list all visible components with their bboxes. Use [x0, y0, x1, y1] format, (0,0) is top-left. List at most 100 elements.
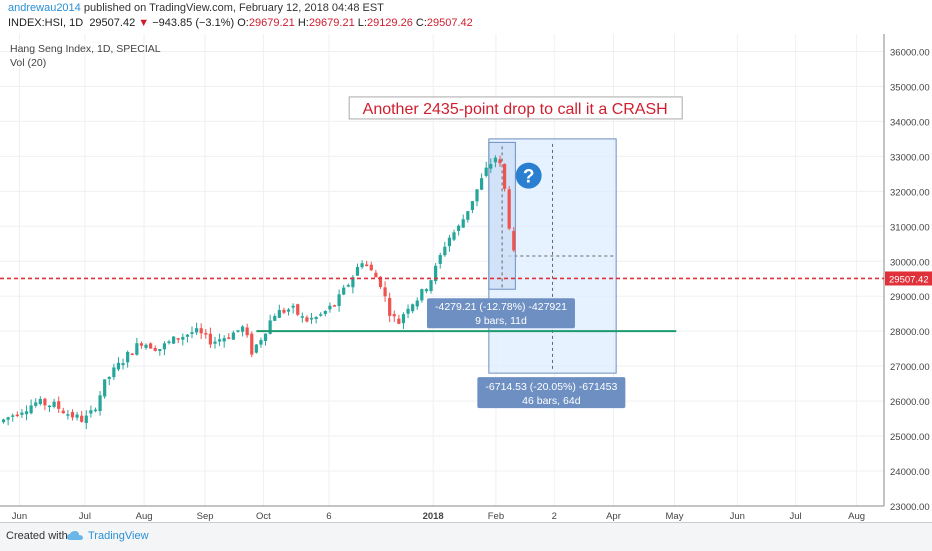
y-tick-label: 31000.00	[890, 222, 930, 233]
y-tick-label: 29000.00	[890, 292, 930, 303]
candle-body	[236, 330, 240, 332]
x-tick-label: 2	[552, 511, 557, 522]
y-tick-label: 27000.00	[890, 362, 930, 373]
high-value: 29679.21	[308, 17, 355, 29]
y-tick-label: 26000.00	[890, 397, 930, 408]
candle-body	[144, 344, 148, 348]
author-link[interactable]: andrewau2014	[8, 2, 81, 14]
candle-body	[457, 225, 461, 231]
tradingview-cloud-icon	[67, 531, 83, 540]
last-price-tag	[885, 271, 932, 286]
candle-body	[415, 300, 419, 307]
candle-body	[231, 332, 235, 340]
open-label: O:	[237, 17, 249, 29]
candle-body	[406, 308, 410, 314]
candle-body	[286, 309, 291, 312]
candle-body	[250, 333, 254, 355]
y-tick-label: 34000.00	[890, 117, 930, 128]
measure-small-label	[426, 298, 575, 329]
candle-body	[126, 351, 130, 363]
high-label: H:	[297, 17, 309, 29]
candle-body	[443, 246, 447, 256]
candle-body	[20, 412, 24, 415]
measure-large-label	[477, 377, 626, 409]
ohlc-line: INDEX:HSI, 1D 29507.42 ▼ −943.85 (−3.1%)…	[8, 17, 473, 29]
candle-body	[420, 289, 424, 301]
candle-body	[227, 337, 231, 339]
candle-body	[342, 287, 346, 295]
tradingview-brand-link[interactable]: TradingView	[88, 530, 149, 542]
candle-body	[424, 289, 429, 292]
candle-body	[172, 336, 176, 344]
x-tick-label: Feb	[488, 511, 504, 522]
annotation-text: Another 2435-point drop to call it a CRA…	[363, 101, 668, 118]
candle-body	[268, 320, 272, 334]
candle-body	[98, 395, 102, 412]
candle-body	[328, 305, 332, 310]
price-chart[interactable]: 23000.00 24000.00 25000.00 26000.00 27000.00…	[0, 34, 932, 522]
candle-body	[365, 264, 369, 266]
candle-body	[254, 344, 258, 353]
candle-body	[475, 189, 479, 202]
candle-body	[47, 405, 52, 408]
candle-body	[116, 362, 121, 370]
candle-body	[240, 326, 245, 332]
candle-body	[259, 340, 263, 345]
x-tick-label: Aug	[136, 511, 153, 522]
candle-body	[411, 304, 415, 312]
candle-body	[208, 333, 212, 345]
candle-body	[11, 415, 15, 417]
x-tick-label: May	[666, 511, 684, 522]
candle-body	[6, 417, 10, 420]
question-icon	[515, 162, 542, 189]
candle-body	[15, 414, 19, 417]
candle-body	[314, 316, 318, 319]
candle-body	[378, 276, 383, 287]
down-arrow-icon: ▼	[138, 17, 150, 29]
candle-body	[360, 263, 364, 268]
x-tick-label: 2018	[423, 511, 444, 522]
candle-body	[498, 159, 502, 164]
candle-body	[167, 341, 171, 344]
candle-body	[139, 343, 144, 346]
candle-body	[397, 318, 401, 324]
candle-body	[80, 415, 84, 422]
candle-body	[291, 305, 295, 308]
candle-body	[61, 410, 65, 414]
x-tick-label: Jun	[730, 511, 745, 522]
y-tick-label: 28000.00	[890, 327, 930, 338]
candle-body	[213, 341, 217, 344]
candle-body	[29, 405, 33, 414]
candle-body	[434, 265, 438, 282]
candle-body	[383, 287, 387, 297]
candle-body	[351, 277, 355, 288]
y-tick-label: 24000.00	[890, 467, 930, 478]
candle-body	[93, 409, 98, 412]
candle-body	[282, 309, 286, 313]
candle-body	[452, 232, 456, 240]
candle-body	[70, 411, 75, 418]
measure-large-line2: 46 bars, 64d	[522, 395, 581, 407]
y-tick-label: 25000.00	[890, 432, 930, 443]
question-icon-glyph: ?	[523, 167, 535, 188]
chart-area[interactable]: 23000.00 24000.00 25000.00 26000.00 27000.00…	[0, 34, 932, 522]
candle-body	[135, 343, 139, 355]
candle-body	[34, 402, 38, 406]
candle-body	[296, 304, 300, 315]
low-value: 29129.26	[366, 17, 413, 29]
candle-body	[461, 219, 465, 228]
created-with-text: Created with	[6, 530, 68, 542]
candle-body	[217, 339, 222, 342]
candle-body	[369, 264, 373, 271]
x-tick-label: Apr	[606, 511, 621, 522]
x-tick-label: 6	[326, 511, 331, 522]
x-tick-label: Sep	[197, 511, 214, 522]
candle-body	[489, 164, 493, 169]
candle-body	[507, 189, 511, 229]
candle-body	[84, 415, 88, 423]
candle-body	[323, 310, 327, 314]
candle-body	[480, 178, 484, 190]
candle-body	[309, 317, 314, 320]
x-tick-label: Oct	[256, 511, 271, 522]
candle-body	[121, 363, 125, 366]
